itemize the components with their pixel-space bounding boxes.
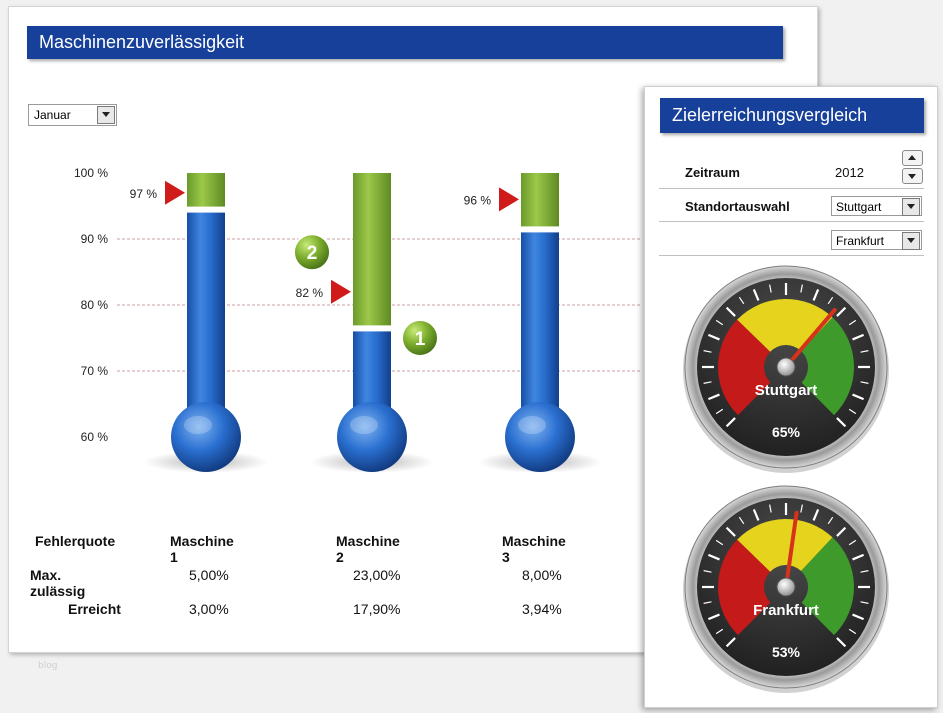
location-select-2[interactable]: Frankfurt (831, 230, 922, 250)
target-label: 82 % (296, 286, 324, 300)
target-marker (499, 187, 519, 212)
cell-max-m2: 23,00% (353, 567, 401, 583)
main-title: Maschinenzuverlässigkeit (27, 26, 783, 59)
badge-label: 2 (307, 243, 318, 264)
target-zone (187, 173, 225, 207)
bulb-highlight (184, 416, 212, 434)
row-label-erreicht: Erreicht (68, 601, 121, 617)
watermark: blog (38, 661, 58, 671)
thermometer: 82 % (296, 173, 434, 473)
location-2-dropdown-button[interactable] (902, 232, 920, 250)
location-select-2-value: Frankfurt (836, 234, 885, 248)
month-select-value: Januar (34, 108, 71, 122)
location-1-dropdown-button[interactable] (902, 198, 920, 216)
target-zone (353, 173, 391, 326)
target-marker (165, 180, 185, 205)
thermometer: 96 % (464, 173, 602, 473)
divider (659, 255, 924, 256)
thermometer-bulb (505, 402, 575, 472)
badge-circle (401, 319, 439, 357)
callout-badge: 2 (293, 233, 331, 272)
chevron-down-icon (908, 174, 916, 179)
thermometer-chart: 100 % 90 % 80 % 70 % 60 % 97 % 82 % 96 % 2 1 (74, 166, 640, 473)
year-up-button[interactable] (902, 150, 923, 166)
table-header-fehlerquote: Fehlerquote (35, 533, 116, 549)
target-zone (521, 173, 559, 227)
cell-max-m1: 5,00% (189, 567, 229, 583)
target-comparison-panel: Zielerreichungsvergleich Zeitraum 2012 S… (644, 86, 938, 708)
zeitraum-label: Zeitraum (685, 165, 740, 180)
location-select-1-value: Stuttgart (836, 200, 882, 214)
table-header-maschine-1: Maschine 1 (170, 533, 234, 565)
divider (659, 188, 924, 189)
badge-circle (293, 233, 331, 272)
row-label-max: Max. zulässig (30, 567, 86, 599)
callout-badge: 1 (401, 319, 439, 357)
chevron-down-icon (907, 238, 915, 243)
badge-label: 1 (415, 329, 426, 350)
zeitraum-value: 2012 (835, 165, 864, 180)
bulb-highlight (518, 416, 546, 434)
month-dropdown-button[interactable] (97, 106, 115, 124)
cell-erreicht-m3: 3,94% (522, 601, 562, 617)
table-header-maschine-3: Maschine 3 (502, 533, 566, 565)
chevron-up-icon (908, 155, 916, 160)
table-header-maschine-2: Maschine 2 (336, 533, 400, 565)
thermometer-bulb (171, 402, 241, 472)
divider (659, 221, 924, 222)
target-label: 96 % (464, 193, 492, 207)
y-tick-label: 80 % (81, 298, 109, 312)
y-tick-label: 100 % (74, 166, 108, 180)
chevron-down-icon (102, 112, 110, 117)
cell-erreicht-m2: 17,90% (353, 601, 401, 617)
target-marker (331, 279, 351, 304)
month-select[interactable]: Januar (28, 104, 117, 126)
target-label: 97 % (130, 187, 158, 201)
right-title: Zielerreichungsvergleich (660, 98, 924, 133)
thermometer-bulb (337, 402, 407, 472)
y-tick-label: 90 % (81, 232, 109, 246)
chevron-down-icon (907, 204, 915, 209)
bulb-highlight (350, 416, 378, 434)
cell-max-m3: 8,00% (522, 567, 562, 583)
y-tick-label: 60 % (81, 430, 109, 444)
year-down-button[interactable] (902, 168, 923, 184)
cell-erreicht-m1: 3,00% (189, 601, 229, 617)
standortauswahl-label: Standortauswahl (685, 199, 790, 214)
location-select-1[interactable]: Stuttgart (831, 196, 922, 216)
y-tick-label: 70 % (81, 364, 109, 378)
thermometer: 97 % (130, 173, 268, 473)
